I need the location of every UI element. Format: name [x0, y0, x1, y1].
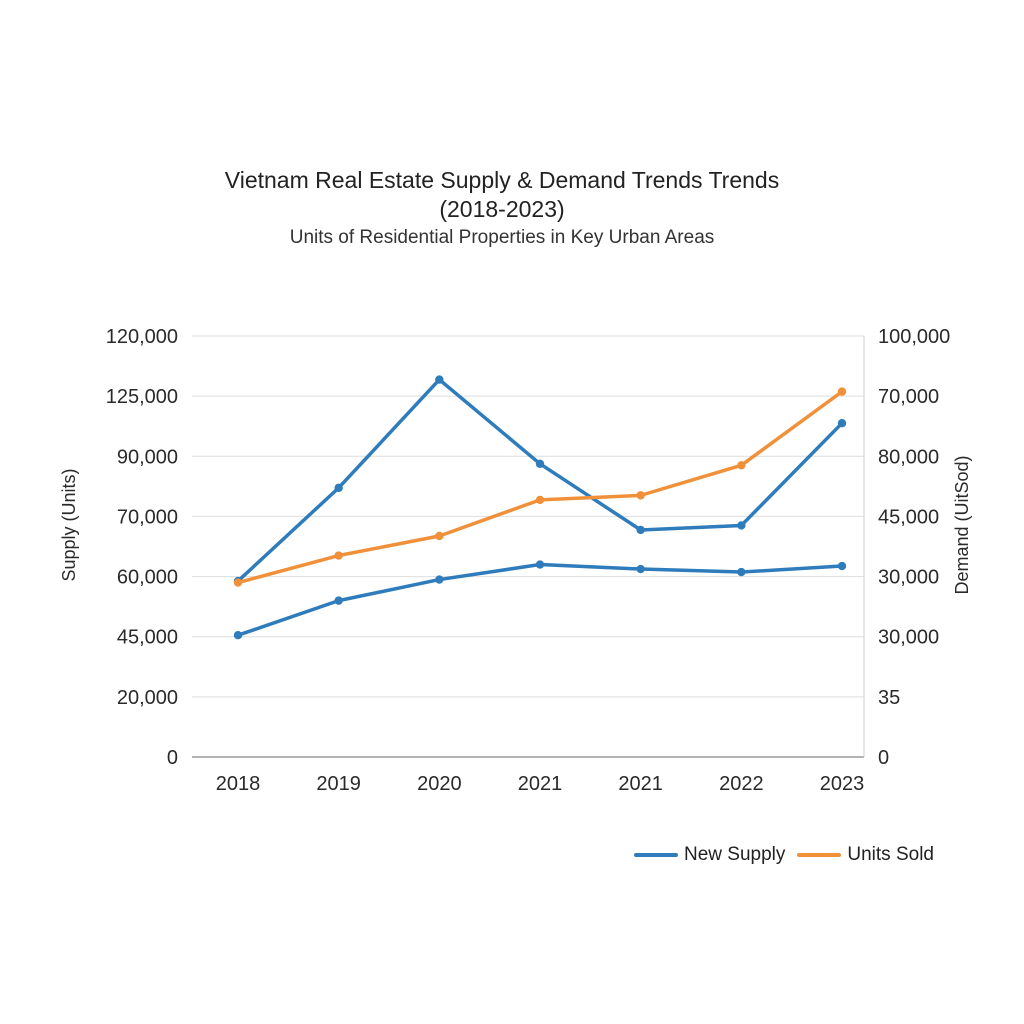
- data-point-2-4[interactable]: [636, 491, 645, 500]
- chart-titles: Vietnam Real Estate Supply & Demand Tren…: [0, 166, 1004, 252]
- left-tick-label: 90,000: [117, 446, 178, 468]
- data-point-0-1[interactable]: [334, 483, 343, 493]
- data-point-2-5[interactable]: [737, 461, 746, 470]
- right-tick-label: 45,000: [878, 506, 939, 528]
- x-tick-label: 2021: [618, 773, 663, 795]
- series-line-0[interactable]: [236, 377, 844, 583]
- legend: New Supply Units Sold: [622, 844, 934, 866]
- series-line-1[interactable]: [236, 562, 844, 637]
- legend-item-units-sold[interactable]: Units Sold: [797, 844, 934, 866]
- x-tick-label: 2018: [216, 773, 261, 795]
- x-tick-label: 2021: [518, 773, 563, 795]
- data-point-0-3[interactable]: [535, 459, 545, 469]
- data-point-0-5[interactable]: [737, 521, 746, 530]
- x-axis-ticks: 2018 2019 2020 2021 2021 2022 2023: [216, 773, 865, 795]
- data-point-1-3[interactable]: [535, 560, 545, 569]
- chart-title-years: (2018-2023): [439, 196, 565, 222]
- legend-swatch-units-sold: [797, 853, 842, 857]
- legend-swatch-new-supply: [634, 853, 678, 857]
- chart-subtitle: Units of Residential Properties in Key U…: [289, 227, 715, 248]
- data-point-2-1[interactable]: [334, 551, 343, 560]
- data-point-1-6[interactable]: [837, 561, 847, 571]
- data-point-2-2[interactable]: [435, 531, 444, 541]
- data-point-1-0[interactable]: [233, 631, 243, 640]
- left-tick-label: 70,000: [117, 506, 178, 528]
- right-axis-ticks: 0 35 30,000 30,000 45,000 80,000 70,000 100,000: [878, 326, 950, 769]
- legend-label-new-supply: New Supply: [684, 844, 786, 865]
- data-point-0-6[interactable]: [837, 419, 847, 428]
- series-line-2[interactable]: [236, 389, 844, 585]
- legend-item-new-supply[interactable]: New Supply: [634, 844, 785, 866]
- data-point-2-0[interactable]: [233, 578, 243, 587]
- data-point-2-6[interactable]: [837, 387, 847, 396]
- x-tick-label: 2023: [820, 773, 865, 795]
- data-point-2-3[interactable]: [535, 495, 545, 505]
- right-tick-label: 70,000: [878, 386, 939, 408]
- x-tick-label: 2020: [417, 773, 462, 795]
- left-tick-label: 60,000: [117, 567, 178, 589]
- left-tick-label: 120,000: [106, 326, 178, 348]
- data-point-1-4[interactable]: [636, 564, 645, 574]
- left-tick-label: 45,000: [117, 627, 178, 649]
- chart-title: Vietnam Real Estate Supply & Demand Tren…: [224, 167, 780, 193]
- left-axis-ticks: 0 20,000 45,000 60,000 70,000 90,000 125,000 12…: [106, 326, 178, 769]
- x-tick-label: 2019: [316, 773, 361, 795]
- x-tick-label: 2022: [719, 773, 764, 795]
- data-point-1-5[interactable]: [737, 567, 746, 577]
- right-tick-label: 80,000: [878, 446, 939, 468]
- y-axis-title: Supply (Units): [59, 468, 79, 581]
- right-tick-label: 100,000: [878, 326, 950, 348]
- right-tick-label: 35: [878, 687, 900, 709]
- data-point-0-2[interactable]: [435, 375, 444, 384]
- left-tick-label: 0: [167, 747, 178, 769]
- right-tick-label: 30,000: [878, 627, 939, 649]
- data-point-0-4[interactable]: [636, 525, 645, 535]
- left-tick-label: 20,000: [117, 687, 178, 709]
- series-group: [233, 375, 847, 640]
- y2-axis-title: Demand (UitSod): [952, 455, 972, 594]
- data-point-1-1[interactable]: [334, 596, 343, 605]
- right-tick-label: 30,000: [878, 567, 939, 589]
- grid-lines: [192, 335, 864, 758]
- data-point-1-2[interactable]: [435, 575, 444, 584]
- left-tick-label: 125,000: [106, 386, 178, 408]
- legend-label-units-sold: Units Sold: [847, 844, 934, 865]
- right-tick-label: 0: [878, 747, 889, 769]
